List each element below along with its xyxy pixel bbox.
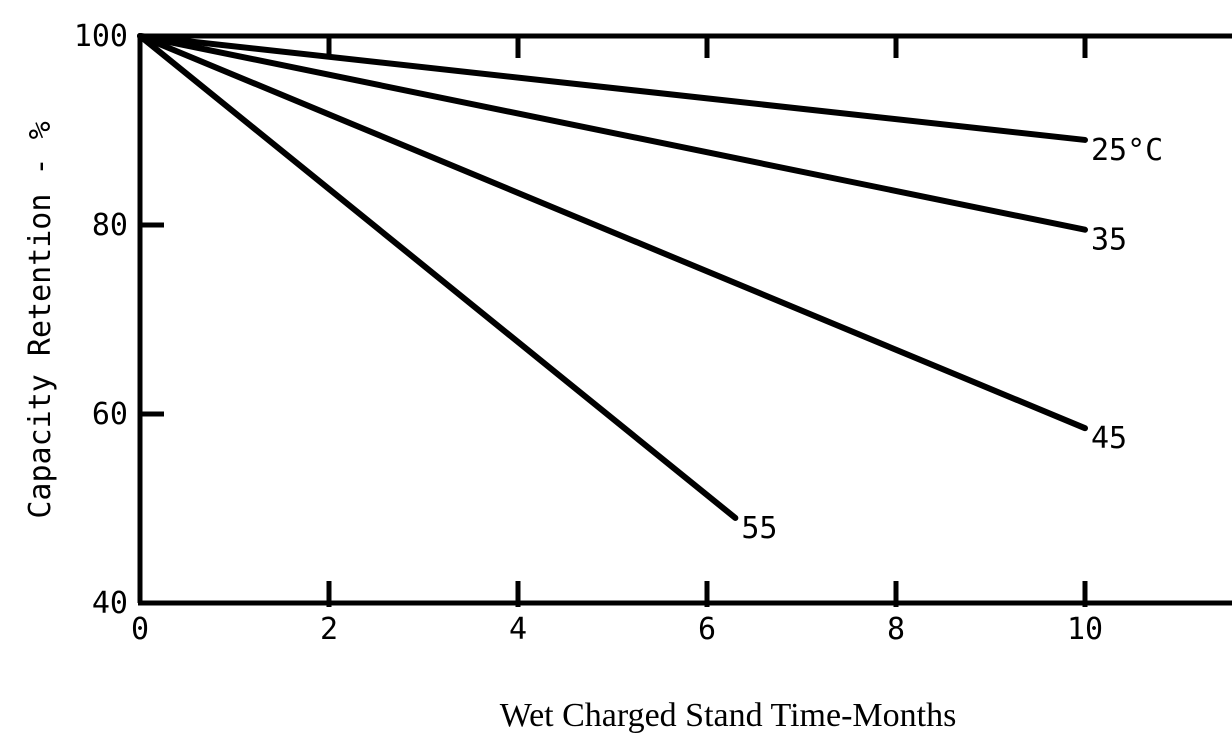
x-axis-label: Wet Charged Stand Time-Months	[500, 697, 957, 734]
y-tick-label: 40	[92, 586, 128, 621]
series-line	[137, 33, 1088, 143]
labels: 0 2 4 6 8 10 40 60 80 100 25°C 35 45 55	[74, 19, 1163, 647]
x-tick-label: 10	[1067, 612, 1103, 647]
x-tick-label: 6	[698, 612, 716, 647]
series-line	[137, 33, 739, 521]
x-tick-label: 2	[320, 612, 338, 647]
y-axis-label: Capacity Retention - %	[23, 121, 58, 518]
series-line	[137, 33, 1088, 233]
x-tick-label: 4	[509, 612, 527, 647]
series-label: 35	[1091, 223, 1127, 258]
axes	[137, 33, 1232, 606]
ticks	[140, 36, 1088, 607]
series-line	[137, 33, 1088, 432]
y-tick-label: 60	[92, 397, 128, 432]
y-tick-label: 100	[74, 19, 128, 54]
series-label: 55	[741, 511, 777, 546]
x-tick-label: 0	[131, 612, 149, 647]
series-lines	[137, 33, 1088, 521]
y-tick-label: 80	[92, 208, 128, 243]
series-label: 45	[1091, 421, 1127, 456]
series-label: 25°C	[1091, 133, 1163, 168]
x-tick-label: 8	[887, 612, 905, 647]
